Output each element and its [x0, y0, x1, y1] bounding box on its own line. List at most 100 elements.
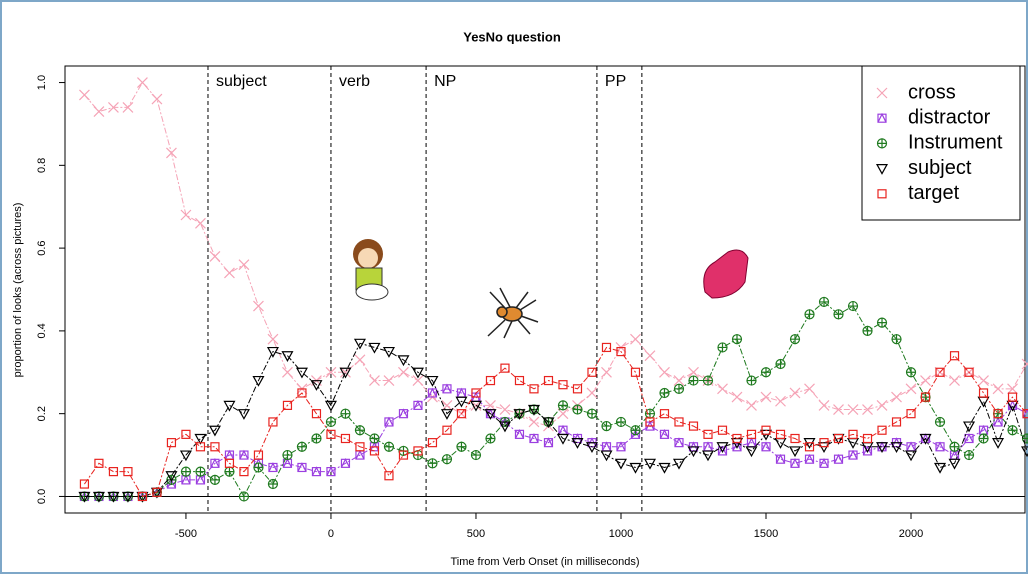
- point: [195, 442, 206, 452]
- marker-part: [442, 383, 452, 394]
- chart-title: YesNo question: [463, 29, 561, 44]
- marker-part: [325, 366, 337, 378]
- point: [469, 400, 482, 412]
- point: [397, 355, 410, 367]
- marker-part: [325, 416, 336, 427]
- marker-part: [645, 417, 655, 427]
- marker-part: [600, 450, 613, 462]
- marker-part: [1022, 433, 1028, 444]
- marker-part: [311, 466, 321, 476]
- legend-label: Instrument: [908, 132, 1003, 154]
- point: [239, 449, 249, 460]
- point: [398, 450, 409, 460]
- y-tick-label: 0.4: [36, 323, 48, 338]
- point: [586, 408, 598, 419]
- marker-part: [281, 351, 294, 362]
- point: [223, 400, 236, 412]
- point: [427, 458, 438, 469]
- marker-part: [326, 466, 336, 476]
- point: [875, 442, 889, 454]
- point: [732, 433, 742, 444]
- series-line: [84, 342, 1028, 497]
- y-axis-label: proportion of looks (across pictures): [12, 203, 24, 378]
- marker-part: [253, 300, 264, 312]
- marker-part: [630, 425, 641, 436]
- marker-part: [746, 375, 757, 386]
- point: [934, 416, 946, 428]
- marker-part: [572, 433, 583, 443]
- point: [587, 367, 597, 377]
- marker-part: [485, 433, 496, 444]
- marker-part: [891, 417, 902, 427]
- point: [920, 375, 931, 386]
- point: [195, 466, 206, 477]
- marker-part: [165, 471, 178, 482]
- point: [427, 438, 438, 448]
- point: [94, 458, 104, 468]
- marker-part: [311, 409, 322, 419]
- point: [123, 467, 133, 477]
- marker-part: [368, 342, 381, 354]
- marker-part: [819, 296, 830, 307]
- marker-part: [688, 421, 699, 431]
- marker-part: [585, 442, 599, 454]
- marker-part: [152, 487, 162, 497]
- marker-part: [688, 441, 699, 452]
- marker-part: [94, 458, 104, 468]
- marker-part: [906, 409, 916, 419]
- point: [224, 458, 235, 468]
- marker-part: [819, 438, 829, 448]
- point: [238, 491, 250, 502]
- point: [949, 375, 960, 386]
- marker-part: [615, 416, 626, 427]
- point: [891, 391, 902, 403]
- marker-part: [108, 467, 119, 477]
- point: [775, 358, 786, 370]
- point: [761, 441, 771, 452]
- legend-symbol: [877, 189, 887, 199]
- point: [485, 433, 496, 444]
- point: [296, 441, 308, 452]
- marker-part: [833, 309, 844, 320]
- marker-part: [121, 491, 134, 503]
- plot-box: [64, 65, 1026, 514]
- point: [209, 474, 221, 485]
- marker-part: [674, 417, 684, 427]
- point: [833, 433, 844, 444]
- marker-part: [716, 442, 729, 454]
- point: [701, 450, 715, 462]
- point: [528, 416, 540, 428]
- point: [1022, 409, 1028, 419]
- point: [672, 458, 686, 470]
- marker-part: [659, 366, 670, 378]
- marker-part: [877, 189, 887, 199]
- point: [775, 395, 786, 407]
- marker-part: [601, 366, 612, 378]
- point: [862, 325, 873, 336]
- marker-part: [703, 441, 713, 452]
- marker-part: [195, 442, 206, 452]
- marker-part: [992, 438, 1005, 449]
- series-line: [84, 81, 1028, 427]
- marker-part: [644, 408, 655, 419]
- marker-part: [296, 441, 307, 452]
- point: [108, 467, 119, 477]
- marker-part: [224, 458, 235, 468]
- marker-part: [297, 462, 307, 472]
- point: [601, 420, 612, 432]
- marker-part: [761, 367, 772, 378]
- point: [919, 433, 932, 445]
- point: [716, 442, 729, 454]
- marker-part: [369, 446, 380, 456]
- marker-part: [456, 441, 467, 452]
- point: [557, 400, 569, 411]
- marker-part: [949, 441, 960, 452]
- point: [1007, 392, 1018, 402]
- marker-part: [383, 375, 395, 386]
- marker-part: [717, 342, 728, 353]
- point: [180, 466, 192, 477]
- point: [369, 433, 380, 444]
- marker-part: [687, 446, 700, 458]
- legend-symbol: [876, 138, 888, 149]
- point: [949, 441, 960, 452]
